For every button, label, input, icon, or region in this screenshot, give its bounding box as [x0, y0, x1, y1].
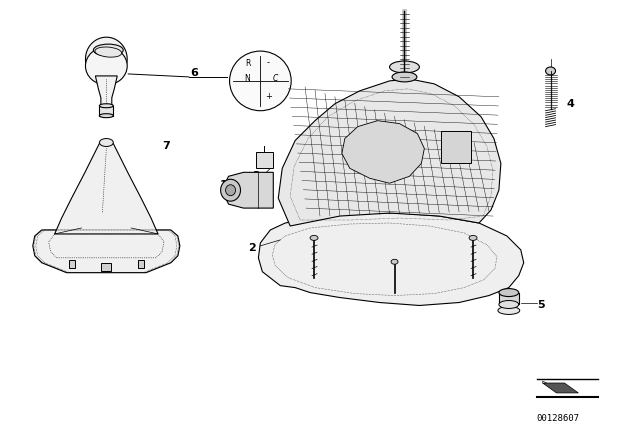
Ellipse shape — [310, 236, 318, 241]
Text: 5: 5 — [537, 301, 545, 310]
Polygon shape — [86, 37, 127, 81]
Polygon shape — [278, 79, 501, 226]
Ellipse shape — [499, 301, 519, 309]
Text: 7: 7 — [162, 142, 170, 151]
Polygon shape — [138, 260, 144, 268]
Text: +: + — [265, 92, 272, 101]
Polygon shape — [257, 152, 273, 168]
Ellipse shape — [498, 306, 520, 314]
Ellipse shape — [230, 51, 291, 111]
Polygon shape — [54, 143, 158, 234]
Polygon shape — [68, 260, 74, 268]
Text: N: N — [244, 74, 250, 83]
Ellipse shape — [99, 138, 113, 146]
Ellipse shape — [499, 289, 519, 297]
Ellipse shape — [99, 114, 113, 118]
Polygon shape — [499, 293, 519, 305]
Ellipse shape — [93, 44, 124, 56]
Text: 4: 4 — [566, 99, 574, 109]
Polygon shape — [33, 230, 180, 273]
Polygon shape — [259, 213, 524, 306]
Ellipse shape — [99, 104, 113, 108]
Ellipse shape — [221, 179, 241, 201]
Text: -: - — [267, 59, 270, 68]
Text: 3: 3 — [253, 171, 260, 181]
Text: 6: 6 — [190, 68, 198, 78]
Text: 2: 2 — [248, 243, 256, 253]
Ellipse shape — [390, 61, 419, 73]
Ellipse shape — [225, 185, 236, 196]
Ellipse shape — [86, 47, 127, 85]
Polygon shape — [543, 381, 547, 383]
Ellipse shape — [469, 236, 477, 241]
Ellipse shape — [545, 67, 556, 75]
Polygon shape — [95, 76, 117, 106]
Polygon shape — [441, 130, 471, 164]
Text: C: C — [273, 74, 278, 83]
Polygon shape — [225, 172, 273, 208]
Ellipse shape — [391, 259, 398, 264]
Text: R: R — [244, 59, 250, 68]
Ellipse shape — [95, 47, 122, 57]
Polygon shape — [99, 106, 113, 116]
Polygon shape — [101, 263, 111, 271]
Text: 1: 1 — [220, 180, 227, 190]
Ellipse shape — [392, 72, 417, 82]
Text: 00128607: 00128607 — [537, 414, 580, 423]
Polygon shape — [342, 121, 424, 183]
Polygon shape — [543, 383, 579, 393]
